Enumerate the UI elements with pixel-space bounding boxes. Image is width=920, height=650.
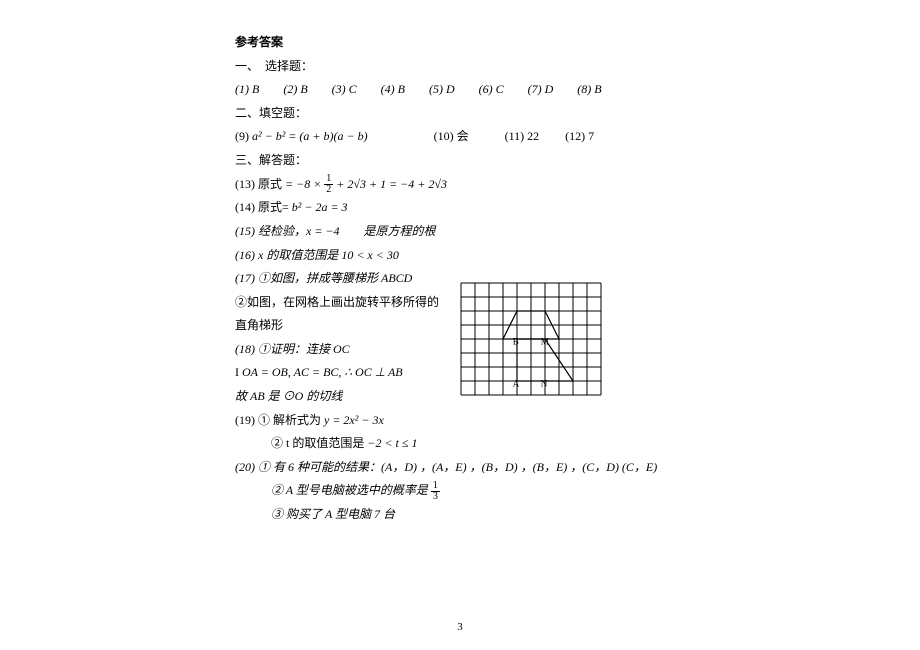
q19b-pre: ② t 的取值范围是 bbox=[235, 436, 367, 450]
q19a: (19) ① 解析式为 y = 2x² − 3x bbox=[235, 410, 695, 432]
q20a: (20) ① 有 6 种可能的结果：(A，D) ，(A，E) ，(B，D) ，(… bbox=[235, 457, 695, 479]
q18a-text: (18) ①证明：连接 OC bbox=[235, 342, 350, 356]
section1-heading: 一、 选择题： bbox=[235, 56, 695, 78]
section3-heading: 三、解答题： bbox=[235, 150, 695, 172]
q16-text: (16) x 的取值范围是 10 < x < 30 bbox=[235, 248, 399, 262]
q18b-math: OA = OB, AC = BC, ∴ OC ⊥ AB bbox=[242, 365, 403, 379]
q13-frac: 1 2 bbox=[324, 174, 333, 195]
q20b: ② A 型号电脑被选中的概率是 1 3 bbox=[235, 480, 695, 502]
q19b: ② t 的取值范围是 −2 < t ≤ 1 bbox=[235, 433, 695, 455]
q9-prefix: (9) bbox=[235, 129, 252, 143]
q20c-text: ③ 购买了 A 型电脑 7 台 bbox=[235, 507, 395, 521]
q11: (11) 22 bbox=[505, 129, 540, 143]
q15-text: (15) 经检验，x = −4 是原方程的根 bbox=[235, 224, 436, 238]
section1-answers: (1) B (2) B (3) C (4) B (5) D (6) C (7) … bbox=[235, 79, 695, 101]
q16: (16) x 的取值范围是 10 < x < 30 bbox=[235, 245, 695, 267]
answer-key-title: 参考答案 bbox=[235, 32, 695, 54]
q20b-den: 3 bbox=[431, 492, 440, 502]
q20b-frac: 1 3 bbox=[431, 481, 440, 502]
page-number: 3 bbox=[0, 618, 920, 638]
svg-text:B: B bbox=[513, 337, 519, 347]
svg-text:M: M bbox=[541, 337, 549, 347]
q19a-math: y = 2x² − 3x bbox=[324, 413, 384, 427]
q20c: ③ 购买了 A 型电脑 7 台 bbox=[235, 504, 695, 526]
section1-items: (1) B (2) B (3) C (4) B (5) D (6) C (7) … bbox=[235, 82, 602, 96]
q17a-text: (17) ①如图，拼成等腰梯形 ABCD bbox=[235, 271, 412, 285]
q9-math: a² − b² = (a + b)(a − b) bbox=[252, 129, 368, 143]
q14-prefix: (14) 原式= bbox=[235, 200, 289, 214]
q19a-pre: (19) ① 解析式为 bbox=[235, 413, 324, 427]
q14-math: b² − 2a = 3 bbox=[292, 200, 348, 214]
section2-heading: 二、填空题： bbox=[235, 103, 695, 125]
q13-eq: = −8 × bbox=[285, 177, 321, 191]
q18b-pre: I bbox=[235, 365, 242, 379]
q20b-pre: ② A 型号电脑被选中的概率是 bbox=[235, 483, 431, 497]
q13-prefix: (13) 原式 bbox=[235, 177, 282, 191]
q20a-text: (20) ① 有 6 种可能的结果：(A，D) ，(A，E) ，(B，D) ，(… bbox=[235, 460, 657, 474]
svg-text:N: N bbox=[541, 379, 548, 389]
q10: (10) 会 bbox=[434, 129, 469, 143]
q13: (13) 原式 = −8 × 1 2 + 2√3 + 1 = −4 + 2√3 bbox=[235, 174, 695, 196]
q18c-text: 故 AB 是 ⊙O 的切线 bbox=[235, 389, 342, 403]
section2-row: (9) a² − b² = (a + b)(a − b) (10) 会 (11)… bbox=[235, 126, 695, 148]
q19b-math: −2 < t ≤ 1 bbox=[367, 436, 417, 450]
q15: (15) 经检验，x = −4 是原方程的根 bbox=[235, 221, 695, 243]
q12: (12) 7 bbox=[565, 129, 594, 143]
grid-svg: B M A N bbox=[460, 282, 602, 396]
grid-figure: B M A N bbox=[460, 282, 602, 396]
q13-mid: + 2√3 + 1 = −4 + 2√3 bbox=[336, 177, 447, 191]
svg-text:A: A bbox=[513, 379, 520, 389]
q14: (14) 原式= b² − 2a = 3 bbox=[235, 197, 695, 219]
q13-frac-den: 2 bbox=[324, 185, 333, 195]
